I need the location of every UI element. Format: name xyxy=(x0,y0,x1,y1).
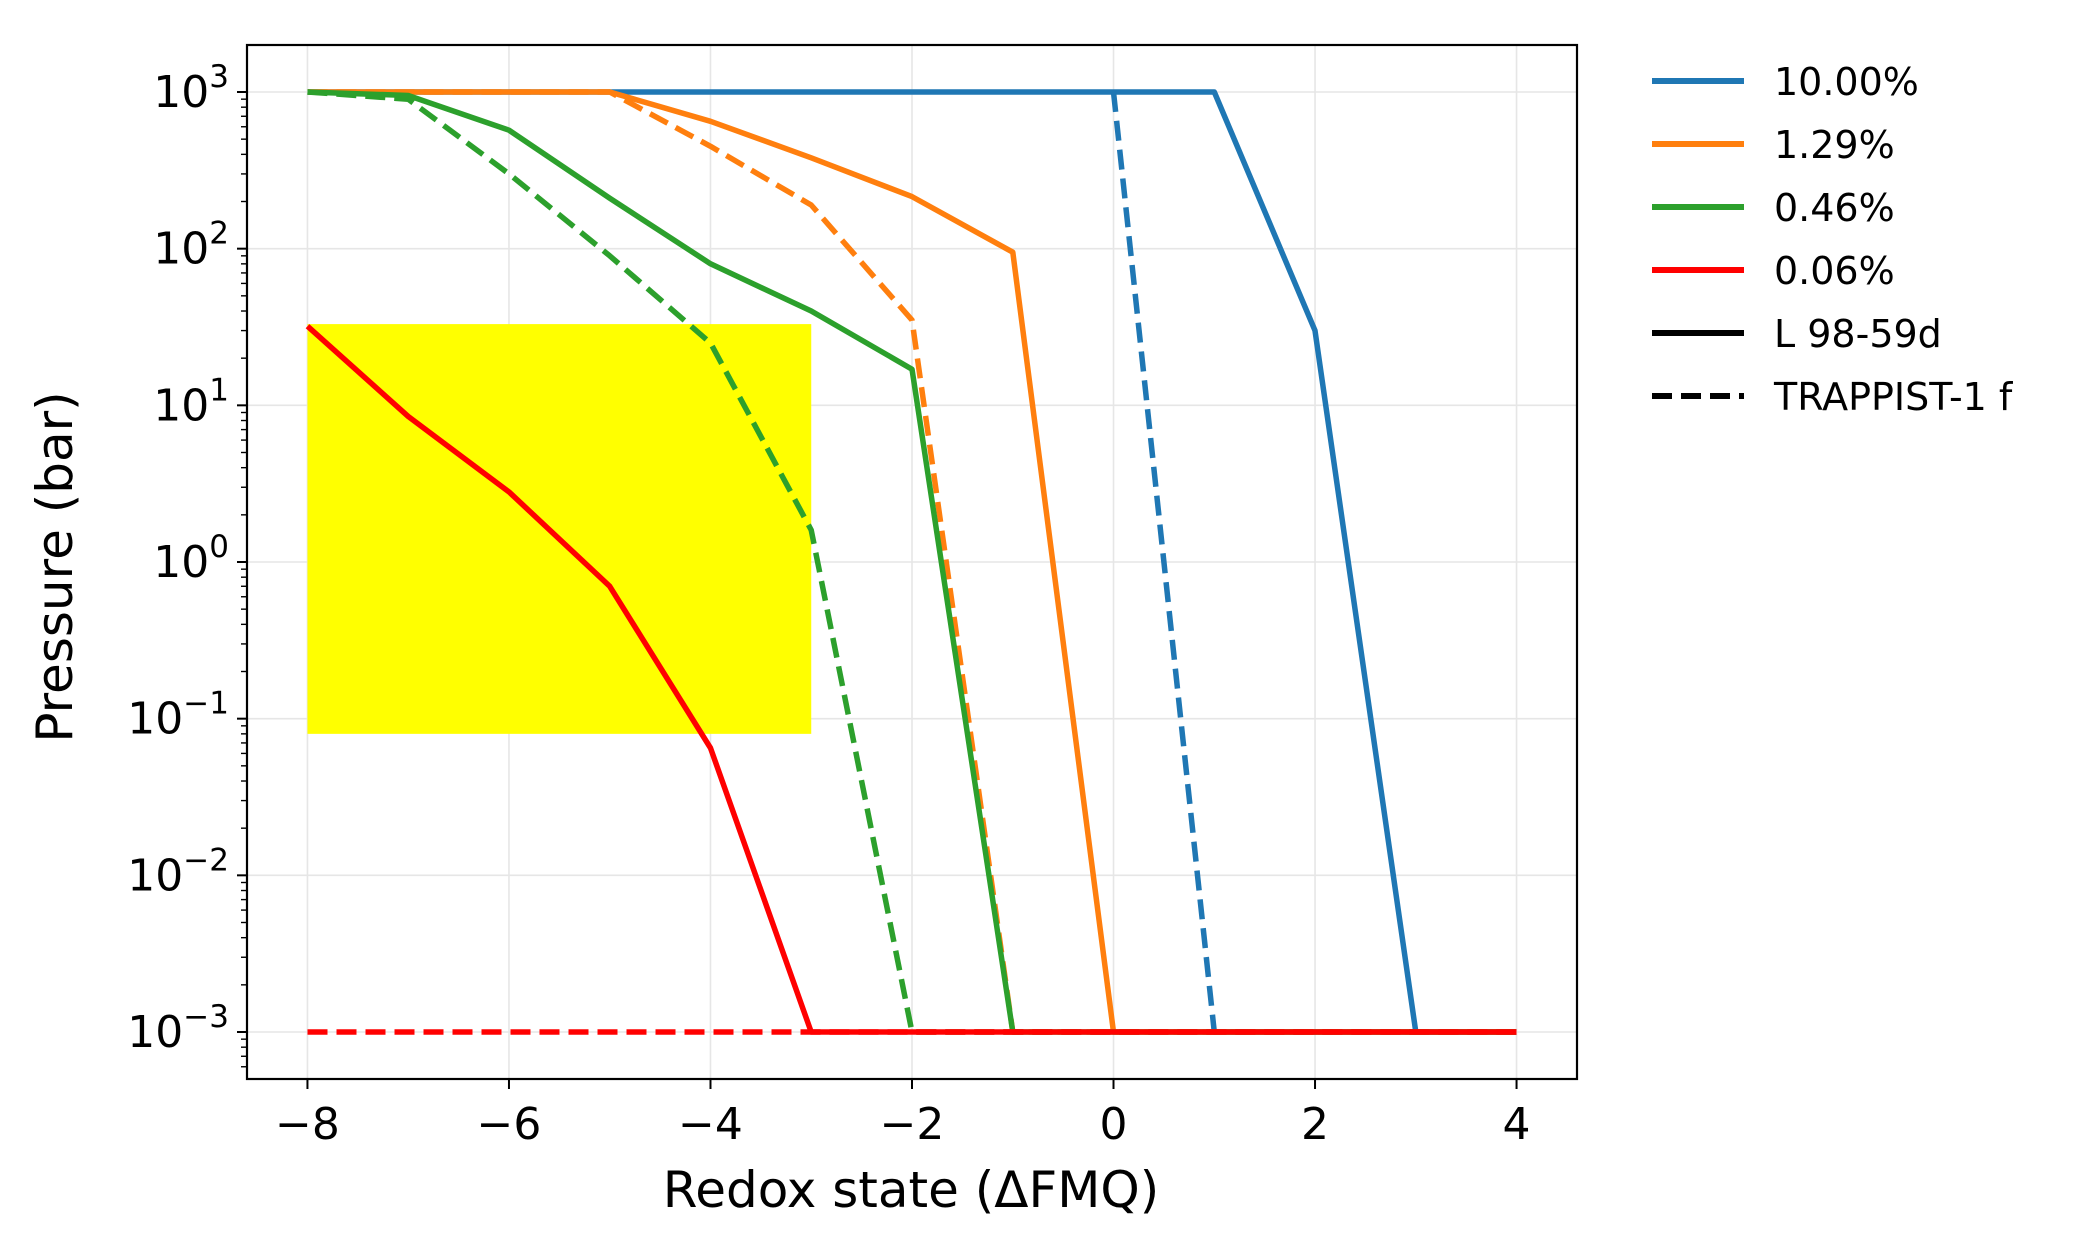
y-tick-base: 10 xyxy=(127,850,183,901)
shaded-region xyxy=(307,324,812,734)
y-tick-exponent: −3 xyxy=(183,999,229,1035)
y-tick-base: 10 xyxy=(153,224,209,275)
x-axis-label: Redox state (ΔFMQ) xyxy=(663,1161,1160,1219)
x-tick-label: −8 xyxy=(275,1099,340,1150)
y-tick-label: 100 xyxy=(153,529,229,588)
x-tick-label: 2 xyxy=(1301,1099,1329,1150)
legend-label: 1.29% xyxy=(1774,123,1895,167)
y-tick-label: 102 xyxy=(153,216,229,275)
legend: 10.00% 1.29% 0.46% 0.06% L 98-59d TRAPPIST-1 … xyxy=(1652,60,2014,419)
series-line-1-29pct-trappist-1f xyxy=(307,89,1517,1035)
x-tick-label: −6 xyxy=(477,1099,542,1150)
series-group xyxy=(305,89,1517,1035)
y-tick-exponent: 2 xyxy=(209,216,229,252)
series-line-0-06pct-l98-59d xyxy=(305,324,1517,1035)
y-tick-base: 10 xyxy=(153,380,209,431)
shaded-region-group xyxy=(307,324,812,734)
y-tick-label: 10−2 xyxy=(127,842,229,901)
x-tick-label: −2 xyxy=(880,1099,945,1150)
x-tick-label: 4 xyxy=(1503,1099,1531,1150)
y-tick-base: 10 xyxy=(153,537,209,588)
y-tick-base: 10 xyxy=(127,694,183,745)
x-tick-label: 0 xyxy=(1100,1099,1128,1150)
y-tick-exponent: 1 xyxy=(209,372,229,408)
y-tick-base: 10 xyxy=(127,1007,183,1058)
y-tick-exponent: −2 xyxy=(183,842,229,878)
legend-label: 10.00% xyxy=(1774,60,1919,104)
legend-label: TRAPPIST-1 f xyxy=(1773,375,2014,419)
y-tick-exponent: 0 xyxy=(209,529,229,565)
y-tick-label: 10−1 xyxy=(127,686,229,745)
y-axis-label: Pressure (bar) xyxy=(26,391,84,742)
legend-label: L 98-59d xyxy=(1774,312,1942,356)
y-tick-exponent: 3 xyxy=(209,59,229,95)
y-tick-label: 103 xyxy=(153,59,229,118)
x-tick-label: −4 xyxy=(678,1099,743,1150)
legend-label: 0.46% xyxy=(1774,186,1895,230)
y-tick-exponent: −1 xyxy=(183,686,229,722)
x-axis: −8 −6 −4 −2 0 2 4 xyxy=(275,1079,1531,1150)
legend-label: 0.06% xyxy=(1774,249,1895,293)
y-tick-label: 101 xyxy=(153,372,229,431)
y-tick-base: 10 xyxy=(153,67,209,118)
y-tick-label: 10−3 xyxy=(127,999,229,1058)
